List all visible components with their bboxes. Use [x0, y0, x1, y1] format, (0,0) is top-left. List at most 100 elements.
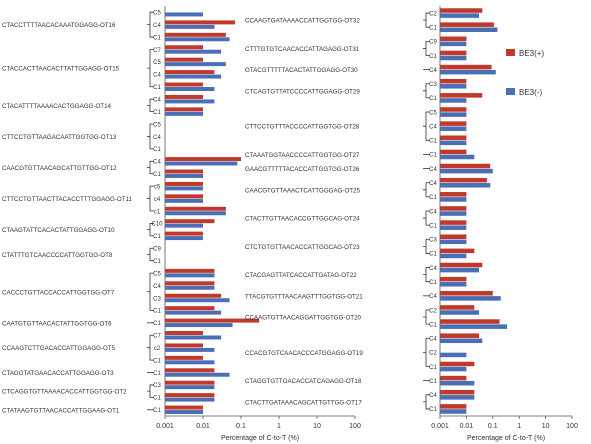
x-tick-label: 1: [277, 423, 281, 430]
position-label: C4: [429, 337, 437, 343]
position-label: C5: [153, 60, 161, 66]
group-bracket: [147, 223, 154, 237]
bar-be3-plus: [440, 135, 467, 141]
position-label: C4: [429, 68, 437, 74]
site-label: CCACGTGTCAACACCCATGGAGG-OT19: [245, 350, 363, 357]
bar-be3-minus: [440, 281, 467, 287]
position-label: C1: [153, 147, 161, 153]
bar-be3-minus: [165, 211, 226, 216]
site-label: CTACTTGTTAACACCGTTGGCAG-OT24: [245, 216, 360, 223]
position-label: C10: [151, 222, 163, 228]
bar-be3-minus: [165, 385, 215, 390]
position-label: C1: [429, 379, 437, 385]
site-label: CTAAGTATTCACACTATTGGAGG-OT10: [2, 227, 115, 234]
position-label: C2: [429, 351, 437, 357]
group-bracket: [423, 210, 430, 226]
legend-label-minus: BE3(-): [519, 88, 542, 97]
site-label: CTAGGTGTTGACACCATCAGAGG-OT18: [245, 378, 362, 385]
bar-be3-minus: [165, 410, 203, 415]
bar-be3-plus: [165, 157, 241, 162]
group-bracket: [423, 12, 430, 28]
bar-be3-minus: [440, 154, 475, 160]
bar-be3-minus: [440, 140, 467, 146]
position-label: C1: [153, 172, 161, 178]
site-label: CTAAATGGTAACCCCATTGGTGG-OT27: [245, 152, 360, 159]
bar-be3-minus: [165, 298, 230, 303]
left-panel: 0.001 0.01 0.1 1 10 100 Percentage of C-to-T (…: [2, 6, 361, 442]
group-bracket: [147, 272, 154, 311]
bar-be3-plus: [165, 380, 215, 385]
bar-be3-plus: [440, 36, 467, 42]
position-label: C4: [153, 135, 161, 141]
bar-be3-minus: [440, 183, 491, 188]
site-label: GTACGTTTTTACACTATTGGAGG-OT30: [245, 67, 358, 74]
group-bracket: [147, 247, 154, 262]
bar-be3-minus: [440, 98, 467, 103]
bar-be3-plus: [440, 220, 467, 225]
bar-be3-plus: [440, 107, 467, 112]
position-label: C1: [153, 371, 161, 377]
x-tick-label: 0.1: [488, 423, 498, 430]
bar-be3-plus: [440, 276, 467, 282]
bar-be3-minus: [440, 225, 467, 230]
position-label: C1: [153, 396, 161, 402]
position-label: C5: [429, 110, 437, 116]
site-label: CTTCCTGTTTACCCCATTGGTGG-OT28: [245, 124, 360, 131]
bar-be3-plus: [440, 64, 492, 70]
bar-be3-minus: [440, 296, 501, 301]
position-label: C4: [429, 266, 437, 272]
bar-be3-minus: [440, 84, 467, 89]
bar-be3-plus: [165, 331, 203, 335]
bar-be3-plus: [440, 291, 493, 296]
bar-be3-minus: [165, 49, 222, 54]
position-label: C7: [153, 48, 161, 54]
bar-be3-plus: [440, 319, 500, 324]
position-label: c5: [154, 184, 161, 190]
legend: BE3(+) BE3(-): [506, 49, 544, 97]
bar-be3-plus: [440, 78, 467, 84]
position-label: C1: [429, 54, 437, 60]
position-label: C9: [429, 40, 437, 46]
bar-be3-plus: [440, 262, 483, 268]
position-label: C1: [153, 110, 161, 116]
site-label: CAATGTGTTAACACTATTGGTGG-OT6: [2, 320, 112, 327]
bar-be3-minus: [440, 211, 467, 216]
bar-be3-plus: [440, 163, 491, 169]
position-label: C1: [429, 195, 437, 201]
position-label: C1: [429, 153, 437, 159]
group-bracket: [147, 11, 154, 38]
bar-be3-plus: [165, 57, 203, 62]
group-bracket: [147, 334, 154, 361]
site-label: GAACGTTTTTACACCATTGGTGG-OT26: [245, 166, 360, 173]
group-bracket: [423, 40, 430, 56]
site-label: CTACCTTTTAACACAAATGGAGG-OT16: [2, 22, 116, 29]
position-label: C1: [429, 96, 437, 102]
position-label: C1: [429, 252, 437, 258]
position-label: c4: [154, 197, 161, 203]
bar-be3-plus: [440, 404, 467, 409]
position-label: C1: [153, 35, 161, 41]
bar-be3-plus: [165, 368, 215, 373]
bar-be3-plus: [165, 82, 203, 87]
group-bracket: [147, 160, 154, 175]
bar-be3-minus: [440, 69, 496, 75]
position-label: C4: [429, 209, 437, 215]
x-tick-label: 10: [313, 423, 321, 430]
site-label: CTTCCTGTTAACTTACACCTTTGGAGG-OT11: [2, 196, 132, 203]
group-bracket: [423, 267, 430, 283]
bar-be3-plus: [440, 192, 467, 197]
position-label: C7: [153, 334, 161, 340]
site-label: CAACGTGTTAACAGCATTGTTGG-OT12: [2, 165, 117, 172]
bar-be3-minus: [440, 112, 467, 117]
bar-be3-minus: [165, 236, 203, 241]
bar-be3-plus: [165, 194, 203, 199]
position-label: C3: [429, 238, 437, 244]
site-label: CTCAGGTGTTAAAACACCATTGGTGG-OT2: [2, 389, 127, 396]
bar-be3-minus: [165, 372, 230, 377]
group-bracket: [147, 123, 154, 150]
group-bracket: [423, 83, 430, 99]
x-tick-label: 0.01: [460, 423, 474, 430]
bar-be3-minus: [440, 310, 479, 315]
bar-be3-minus: [165, 24, 215, 29]
position-label: C1: [429, 26, 437, 32]
